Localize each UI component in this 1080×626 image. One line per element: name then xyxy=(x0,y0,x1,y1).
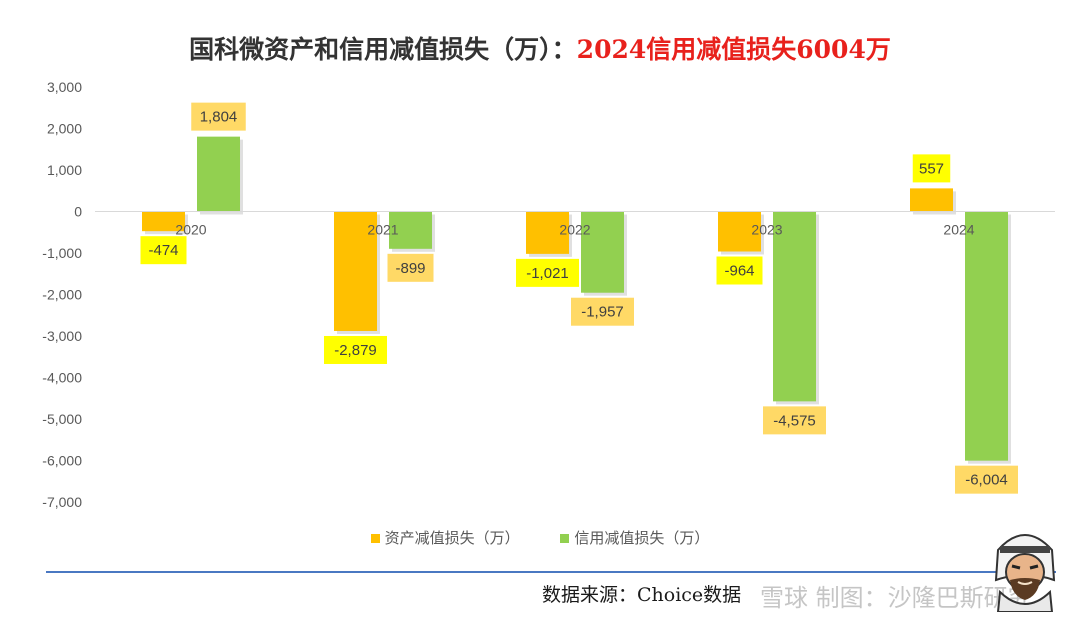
data-label: -964 xyxy=(724,263,754,280)
data-label: -474 xyxy=(148,242,178,259)
chart-title-main: 国科微资产和信用减值损失（万）： xyxy=(189,35,577,64)
y-tick-label: -6,000 xyxy=(42,453,82,469)
bar-asset-impairment xyxy=(334,211,377,331)
data-label: -6,004 xyxy=(965,472,1008,489)
data-label: -1,021 xyxy=(526,265,569,282)
data-label: -899 xyxy=(395,260,425,277)
y-tick-label: -4,000 xyxy=(42,370,82,386)
x-tick-label: 2023 xyxy=(751,222,782,238)
bar-credit-impairment xyxy=(773,211,816,402)
legend: 资产减值损失（万） 信用减值损失（万） xyxy=(0,527,1080,548)
data-label-box xyxy=(140,236,187,265)
data-label: -2,879 xyxy=(334,342,377,359)
chart-title-highlight: 2024信用减值损失6004万 xyxy=(576,35,891,64)
legend-label-asset: 资产减值损失（万） xyxy=(384,529,520,547)
legend-item-credit-impairment: 信用减值损失（万） xyxy=(560,527,709,548)
data-label-box xyxy=(763,406,826,435)
bar-asset-impairment xyxy=(526,211,569,254)
data-label: 1,804 xyxy=(200,109,238,126)
chart-title: 国科微资产和信用减值损失（万）：2024信用减值损失6004万 xyxy=(0,30,1080,66)
data-label: -4,575 xyxy=(773,412,816,429)
bar-asset-impairment xyxy=(718,211,761,252)
y-tick-label: -3,000 xyxy=(42,328,82,344)
bar-asset-impairment xyxy=(910,188,953,212)
data-source-text: 数据来源：Choice数据 xyxy=(542,584,742,606)
footer-divider xyxy=(46,571,1056,573)
data-label-box xyxy=(191,102,246,131)
legend-swatch-credit xyxy=(560,534,570,543)
bar-credit-impairment xyxy=(197,136,240,212)
data-label-box xyxy=(571,297,634,326)
legend-label-credit: 信用减值损失（万） xyxy=(574,529,710,547)
legend-item-asset-impairment: 资产减值损失（万） xyxy=(370,527,520,548)
data-label-box xyxy=(516,258,579,287)
bar-asset-impairment xyxy=(142,211,185,232)
y-tick-label: -1,000 xyxy=(42,245,82,261)
bar-credit-impairment xyxy=(581,211,624,293)
y-tick-label: 1,000 xyxy=(47,162,82,178)
data-label: -1,957 xyxy=(581,304,624,321)
legend-swatch-asset xyxy=(370,534,380,543)
y-tick-label: -5,000 xyxy=(42,411,82,427)
data-label-box xyxy=(912,154,951,183)
data-label-box xyxy=(324,335,387,364)
data-label-box xyxy=(716,256,763,285)
mascot-avatar-icon xyxy=(994,534,1056,612)
y-tick-label: 0 xyxy=(74,204,82,220)
bar-credit-impairment xyxy=(389,211,432,249)
x-tick-label: 2021 xyxy=(367,222,398,238)
watermark-text: 雪球 制图：沙隆巴斯研究 xyxy=(760,584,1032,612)
y-tick-label: -2,000 xyxy=(42,287,82,303)
y-tick-label: 3,000 xyxy=(47,79,82,95)
bar-credit-impairment xyxy=(965,211,1008,461)
data-label-box xyxy=(387,253,434,282)
data-label: 557 xyxy=(919,160,944,177)
x-tick-label: 2022 xyxy=(559,222,590,238)
y-tick-label: 2,000 xyxy=(47,121,82,137)
x-tick-label: 2024 xyxy=(943,222,974,238)
x-tick-label: 2020 xyxy=(175,222,206,238)
y-tick-label: -7,000 xyxy=(42,494,82,510)
data-label-box xyxy=(955,465,1018,494)
